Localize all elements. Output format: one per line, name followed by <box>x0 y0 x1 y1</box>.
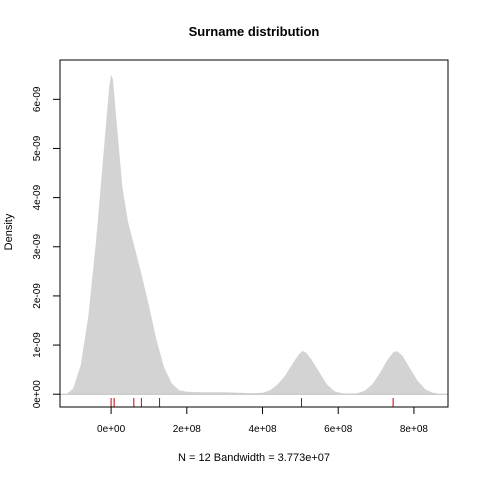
y-tick-label-1: 1e-09 <box>32 332 43 358</box>
y-tick-label-4: 4e-09 <box>32 184 43 210</box>
x-tick-label-4: 8e+08 <box>400 424 429 435</box>
chart-title: Surname distribution <box>189 24 320 39</box>
rug-layer <box>110 398 394 407</box>
y-tick-label-6: 6e-09 <box>32 86 43 112</box>
y-axis: 0e+00 1e-09 2e-09 3e-09 4e-09 5e-09 6e-09 <box>32 86 61 409</box>
y-tick-label-3: 3e-09 <box>32 234 43 260</box>
x-axis: 0e+00 2e+08 4e+08 6e+08 8e+08 <box>97 406 429 435</box>
x-tick-label-0: 0e+00 <box>97 424 126 435</box>
x-tick-label-3: 6e+08 <box>324 424 353 435</box>
plot-frame <box>59 59 449 408</box>
density-area-layer <box>60 74 448 395</box>
y-axis-label: Density <box>3 213 15 250</box>
density-area-0 <box>67 74 439 395</box>
y-tick-label-2: 2e-09 <box>32 283 43 309</box>
y-tick-label-0: 0e+00 <box>32 380 43 409</box>
y-tick-label-5: 5e-09 <box>32 135 43 161</box>
x-tick-label-2: 4e+08 <box>248 424 277 435</box>
x-tick-label-1: 2e+08 <box>173 424 202 435</box>
x-axis-label: N = 12 Bandwidth = 3.773e+07 <box>178 452 330 464</box>
